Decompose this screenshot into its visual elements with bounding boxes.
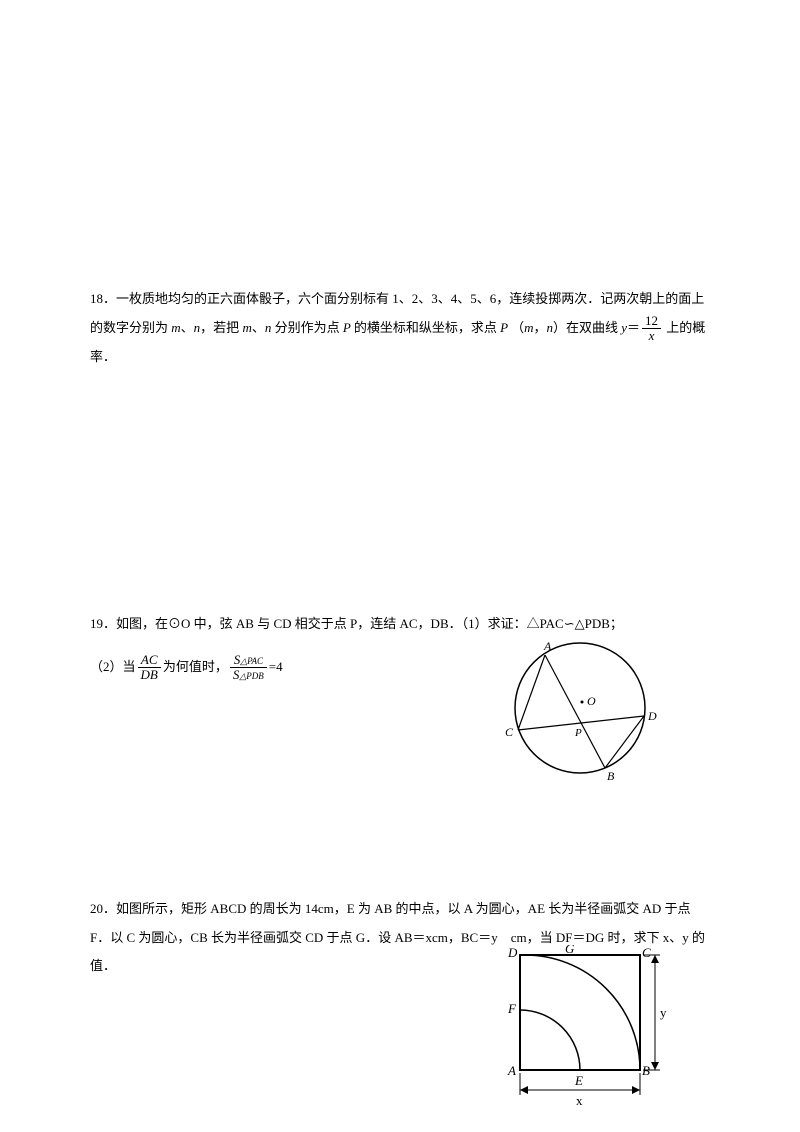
p19-t2: （2）当 <box>90 653 136 682</box>
p19-frac2: S△PAC S△PDB <box>230 653 267 683</box>
p18-num: 18． <box>90 291 116 306</box>
p18-t7: ）在双曲线 <box>553 320 621 335</box>
arc-ae <box>520 1010 580 1070</box>
line-ac <box>518 655 545 730</box>
p19-t3: 为何值时， <box>163 653 228 682</box>
p18-s2: 、 <box>252 320 265 335</box>
p18-t3: 分别作为点 <box>271 320 343 335</box>
p19-frac2-den: S△PDB <box>230 668 267 682</box>
p18-m2: m <box>242 320 251 335</box>
label-g20: G <box>565 945 575 956</box>
dim-x-arrow-r <box>632 1086 640 1094</box>
p18-s1: 、 <box>181 320 194 335</box>
chord-ab <box>545 655 605 768</box>
diagram-19-circle: A B C D O P <box>490 630 670 790</box>
label-d20: D <box>507 945 518 960</box>
label-a: A <box>543 639 552 653</box>
p18-t2: ，若把 <box>200 320 242 335</box>
p19-num: 19． <box>90 616 116 631</box>
p19-frac1: AC DB <box>138 653 161 683</box>
p18-m1: m <box>171 320 180 335</box>
dim-y-arrow-t <box>651 955 659 963</box>
label-b20: B <box>642 1063 650 1078</box>
p18-P2: P <box>500 320 511 335</box>
dim-y-arrow-b <box>651 1062 659 1070</box>
diagram-20-rect: A B C D E F G x y <box>490 945 670 1115</box>
label-p: P <box>574 727 582 739</box>
label-c: C <box>505 725 514 739</box>
dim-x-arrow-l <box>520 1086 528 1094</box>
point-o <box>581 701 584 704</box>
p18-P1: P <box>343 320 354 335</box>
label-o: O <box>587 694 596 708</box>
problem-18: 18．一枚质地均匀的正六面体骰子，六个面分别标有 1、2、3、4、5、6，连续投… <box>90 285 710 372</box>
line-db <box>605 716 644 768</box>
label-d: D <box>647 709 657 723</box>
label-a20: A <box>507 1063 516 1078</box>
p18-frac-den: x <box>642 329 661 343</box>
p19-frac1-num: AC <box>138 653 161 668</box>
label-y20: y <box>660 1005 667 1020</box>
label-b: B <box>607 769 615 783</box>
p18-frac-num: 12 <box>642 314 661 329</box>
p19-t4: =4 <box>269 653 283 682</box>
p18-frac: 12x <box>642 314 661 344</box>
circle-o <box>515 643 645 773</box>
p19-t1: 如图，在⊙O 中，弦 AB 与 CD 相交于点 P，连结 AC，DB．（1）求证… <box>116 616 623 631</box>
p18-t5: （ <box>511 320 524 335</box>
label-c20: C <box>642 945 651 960</box>
p19-frac1-den: DB <box>138 668 161 682</box>
p18-eq: ＝ <box>627 320 640 335</box>
label-x20: x <box>576 1093 583 1108</box>
p20-num: 20． <box>90 901 116 916</box>
p18-t4: 的横坐标和纵坐标，求点 <box>354 320 500 335</box>
p19-frac2-num: S△PAC <box>230 653 267 668</box>
p18-t6: ， <box>533 320 546 335</box>
label-e20: E <box>574 1073 583 1088</box>
label-f20: F <box>507 1001 517 1016</box>
arc-cb <box>525 955 640 1070</box>
